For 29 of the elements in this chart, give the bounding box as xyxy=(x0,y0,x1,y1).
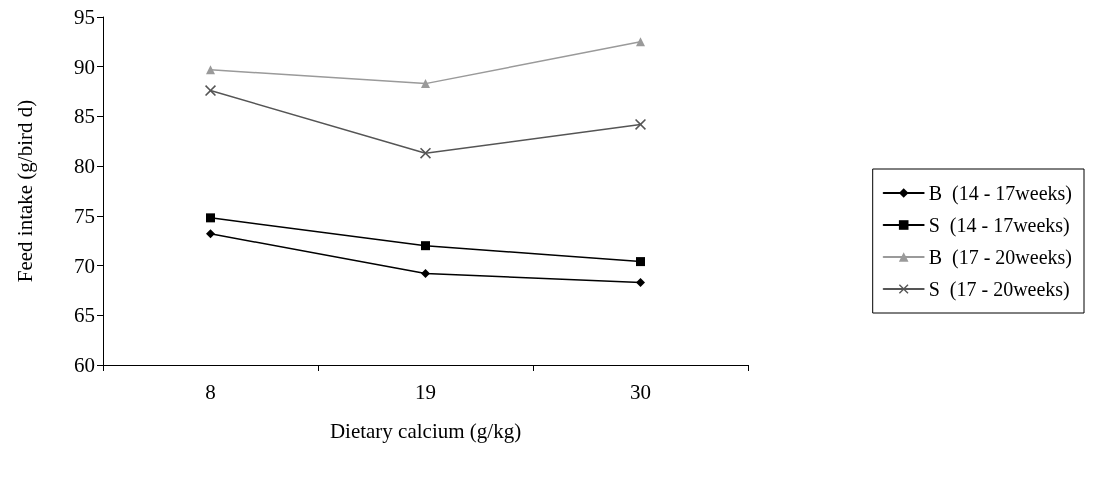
point xyxy=(206,229,215,239)
y-tick-label: 95 xyxy=(74,5,95,29)
x-tick-label: 8 xyxy=(205,379,216,404)
legend-label: S (17 - 20weeks) xyxy=(928,278,1070,301)
point xyxy=(635,118,646,130)
y-tick-label: 60 xyxy=(74,353,95,377)
point xyxy=(206,213,215,223)
point xyxy=(636,257,645,267)
point xyxy=(421,79,430,89)
legend-label: B (17 - 20weeks) xyxy=(928,246,1073,269)
y-tick-label: 90 xyxy=(74,54,95,79)
y-axis-title: Feed intake (g/bird d) xyxy=(12,99,37,283)
y-tick-label: 80 xyxy=(74,154,95,179)
point xyxy=(206,65,215,75)
point xyxy=(421,269,430,279)
y-tick-label: 65 xyxy=(74,303,95,328)
y-tick-label: 75 xyxy=(74,203,95,228)
legend-label: S (14 - 17weeks) xyxy=(928,214,1070,237)
x-tick-label: 19 xyxy=(415,379,436,404)
point xyxy=(636,37,645,47)
point xyxy=(420,147,431,159)
point xyxy=(205,85,216,97)
x-axis-title: Dietary calcium (g/kg) xyxy=(329,418,522,443)
y-tick-label: 70 xyxy=(74,253,95,278)
x-tick-label: 30 xyxy=(630,379,651,404)
legend-label: B (14 - 17weeks) xyxy=(928,182,1073,205)
point xyxy=(636,277,645,287)
point xyxy=(421,241,430,251)
y-tick-label: 85 xyxy=(74,104,95,129)
